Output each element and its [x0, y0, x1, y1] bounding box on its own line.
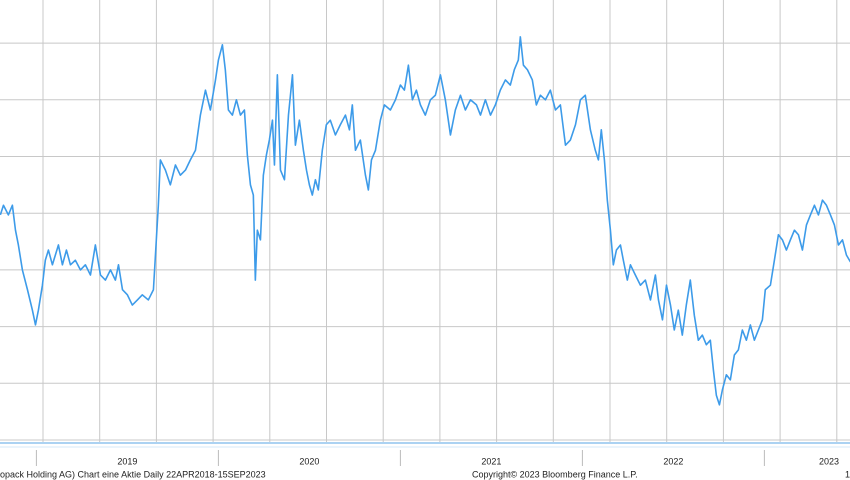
x-tick-label: 2023: [819, 456, 839, 466]
footer-copyright: Copyright© 2023 Bloomberg Finance L.P.: [472, 469, 638, 479]
x-tick-label: 2020: [299, 456, 319, 466]
footer-right: 1: [845, 469, 850, 479]
x-tick-label: 2022: [663, 456, 683, 466]
footer-left: opack Holding AG) Chart eine Aktie Daily…: [0, 469, 266, 479]
vertical-grid: [42, 0, 838, 442]
price-line: [0, 36, 850, 406]
x-tick-label: 2021: [481, 456, 501, 466]
x-tick-label: 2019: [117, 456, 137, 466]
